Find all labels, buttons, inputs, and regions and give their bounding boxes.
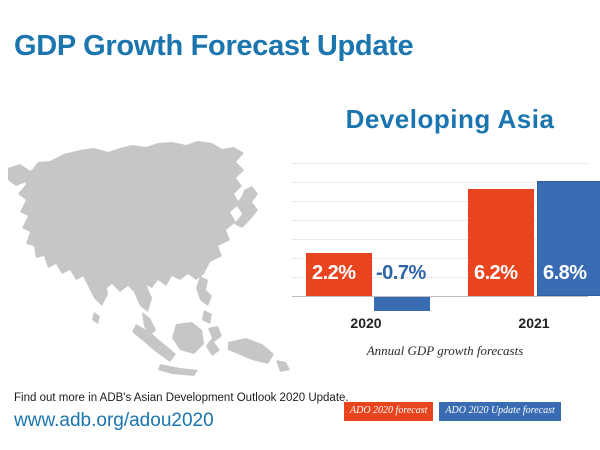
- gridline: [292, 201, 588, 202]
- asia-map-graphic: [8, 128, 293, 383]
- page-title: GDP Growth Forecast Update: [14, 30, 414, 62]
- bar-2020-ado2020-update: [374, 297, 430, 311]
- gridline: [292, 220, 588, 221]
- x-axis-tick-2021: 2021: [518, 315, 550, 331]
- bar-label-2021-ado2020-update: 6.8%: [543, 262, 587, 284]
- gridline: [292, 258, 588, 259]
- bar-2021-ado2020-update: [537, 181, 600, 296]
- chart-caption: Annual GDP growth forecasts: [366, 343, 524, 358]
- x-axis-tick-2020: 2020: [350, 315, 382, 331]
- bar-label-2021-ado2020: 6.2%: [474, 262, 518, 284]
- gridline: [292, 163, 588, 164]
- gridline: [292, 182, 588, 183]
- bar-chart: 2.2% -0.7% 6.2% 6.8% 2020 2021: [292, 163, 600, 331]
- footer-url[interactable]: www.adb.org/adou2020: [14, 410, 214, 431]
- asia-silhouette-icon: [8, 141, 290, 376]
- legend-item-ado2020[interactable]: ADO 2020 forecast: [344, 402, 434, 421]
- gridline: [292, 239, 588, 240]
- chart-legend: ADO 2020 forecast ADO 2020 Update foreca…: [344, 402, 561, 421]
- bar-label-2020-ado2020: 2.2%: [312, 262, 356, 284]
- bar-2021-ado2020: [468, 189, 534, 296]
- bar-2020-ado2020: [306, 253, 372, 296]
- gridline: [292, 277, 588, 278]
- footer-note: Find out more in ADB's Asian Development…: [14, 392, 349, 404]
- legend-item-ado2020-update[interactable]: ADO 2020 Update forecast: [439, 402, 561, 421]
- chart-title: Developing Asia: [345, 104, 555, 134]
- zero-axis-line: [292, 296, 588, 297]
- bar-label-2020-ado2020-update: -0.7%: [376, 262, 426, 284]
